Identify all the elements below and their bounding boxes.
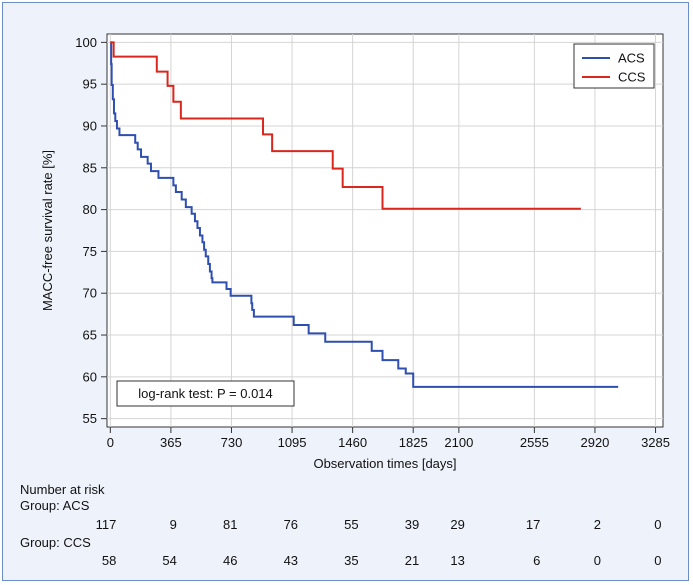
risk-value: 81 (223, 517, 238, 532)
y-tick-label: 100 (75, 35, 97, 50)
legend-box (573, 43, 655, 89)
risk-value: 0 (654, 553, 662, 568)
y-tick-label: 55 (83, 411, 97, 426)
risk-value: 54 (162, 553, 177, 568)
x-tick-label: 730 (221, 435, 243, 450)
risk-value: 13 (450, 553, 465, 568)
x-tick-label: 2555 (520, 435, 549, 450)
risk-group-acs-label: Group: ACS (20, 498, 90, 513)
y-tick-label: 95 (83, 77, 97, 92)
y-axis-title: MACC-free survival rate [%] (40, 150, 55, 311)
risk-value: 35 (344, 553, 359, 568)
x-tick-label: 0 (107, 435, 114, 450)
risk-value: 46 (223, 553, 238, 568)
x-axis-title: Observation times [days] (313, 456, 456, 471)
risk-value: 0 (654, 517, 662, 532)
y-tick-label: 90 (83, 118, 97, 133)
risk-value: 39 (404, 517, 420, 532)
y-tick-label: 70 (83, 286, 97, 301)
x-tick-label: 1825 (399, 435, 428, 450)
risk-value: 21 (404, 553, 420, 568)
risk-value: 6 (533, 553, 541, 568)
y-tick-label: 65 (83, 328, 97, 343)
y-tick-label: 80 (83, 202, 97, 217)
risk-value: 0 (593, 553, 601, 568)
x-tick-label: 3285 (641, 435, 670, 450)
risk-value: 43 (283, 553, 299, 568)
risk-value: 58 (101, 553, 117, 568)
legend-label-acs: ACS (618, 51, 645, 66)
risk-value: 76 (283, 517, 299, 532)
risk-value: 117 (95, 517, 117, 532)
x-tick-label: 1460 (338, 435, 367, 450)
y-tick-label: 85 (83, 160, 97, 175)
series-line-acs (110, 41, 619, 388)
risk-value: 29 (450, 517, 465, 532)
series-line-ccs (110, 41, 581, 210)
logrank-annotation: log-rank test: P = 0.014 (138, 386, 273, 401)
x-tick-label: 365 (160, 435, 182, 450)
x-tick-label: 2920 (580, 435, 609, 450)
risk-value: 17 (525, 517, 541, 532)
plot-area (106, 33, 664, 428)
annotation-box (116, 380, 295, 407)
x-tick-label: 1095 (278, 435, 307, 450)
y-tick-label: 60 (83, 369, 97, 384)
risk-table-title: Number at risk (20, 482, 105, 497)
x-tick-label: 2100 (444, 435, 473, 450)
legend-label-ccs: CCS (618, 70, 646, 85)
y-tick-label: 75 (83, 244, 97, 259)
risk-value: 9 (169, 517, 177, 532)
risk-group-ccs-label: Group: CCS (20, 535, 91, 550)
risk-value: 2 (593, 517, 601, 532)
risk-value: 55 (344, 517, 359, 532)
